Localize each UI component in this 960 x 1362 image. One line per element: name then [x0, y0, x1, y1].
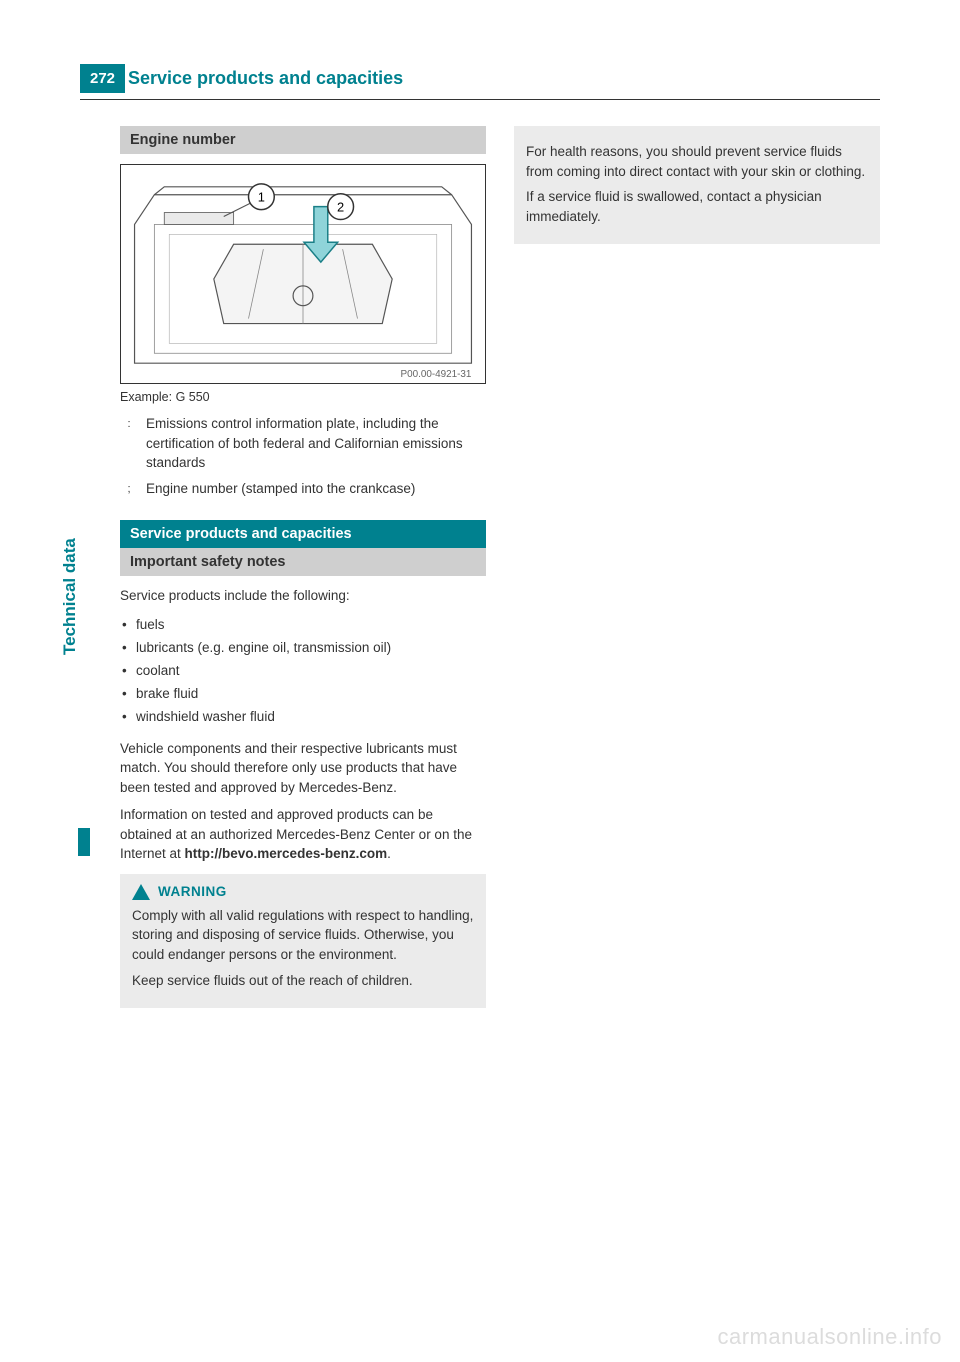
bullet-dot: • — [122, 660, 136, 683]
bullet-dot: • — [122, 683, 136, 706]
bullet-5: •windshield washer fluid — [122, 706, 486, 729]
bullet-2-text: lubricants (e.g. engine oil, transmissio… — [136, 637, 391, 660]
para-info-url: Information on tested and approved produ… — [120, 805, 486, 864]
bullet-4: •brake fluid — [122, 683, 486, 706]
warning-p2: Keep service fluids out of the reach of … — [132, 971, 474, 991]
definition-1-key: : — [120, 415, 138, 433]
engine-diagram: 1 2 P00.00-4921-31 — [120, 164, 486, 384]
para-components: Vehicle components and their respective … — [120, 739, 486, 798]
page-header: 272 Service products and capacities — [80, 60, 880, 100]
bullet-4-text: brake fluid — [136, 683, 198, 706]
right-column: For health reasons, you should prevent s… — [514, 118, 880, 1008]
warning-right-p1: For health reasons, you should prevent s… — [526, 142, 868, 181]
page-title: Service products and capacities — [128, 68, 403, 89]
diagram-ref: P00.00-4921-31 — [401, 369, 472, 380]
bullet-3-text: coolant — [136, 660, 180, 683]
page-number-box: 272 — [80, 64, 125, 93]
warning-header: WARNING — [132, 884, 474, 900]
bullet-dot: • — [122, 614, 136, 637]
bevo-url: http://bevo.mercedes-benz.com — [185, 846, 388, 861]
section-header-service-products: Service products and capacities — [120, 520, 486, 548]
definition-2: ; Engine number (stamped into the crankc… — [120, 479, 486, 499]
bullet-2: •lubricants (e.g. engine oil, transmissi… — [122, 637, 486, 660]
warning-right-p2: If a service fluid is swallowed, contact… — [526, 187, 868, 226]
definition-1-text: Emissions control information plate, inc… — [146, 414, 486, 473]
bullet-1: •fuels — [122, 614, 486, 637]
section-header-engine-number: Engine number — [120, 126, 486, 154]
subsection-header-safety: Important safety notes — [120, 548, 486, 576]
definition-2-key: ; — [120, 480, 138, 498]
definition-1: : Emissions control information plate, i… — [120, 414, 486, 473]
warning-triangle-icon — [132, 884, 150, 900]
bullet-1-text: fuels — [136, 614, 165, 637]
warning-p1: Comply with all valid regulations with r… — [132, 906, 474, 965]
engine-svg: 1 2 P00.00-4921-31 — [121, 165, 485, 383]
left-column: Engine number 1 — [120, 118, 486, 1008]
diagram-caption: Example: G 550 — [120, 390, 486, 404]
callout-2-text: 2 — [337, 200, 344, 215]
bullet-5-text: windshield washer fluid — [136, 706, 275, 729]
bullet-dot: • — [122, 637, 136, 660]
intro-text: Service products include the following: — [120, 586, 486, 606]
warning-box-left: WARNING Comply with all valid regulation… — [120, 874, 486, 1008]
side-tab-marker — [78, 828, 90, 856]
bullet-3: •coolant — [122, 660, 486, 683]
warning-label: WARNING — [158, 884, 227, 899]
definition-2-text: Engine number (stamped into the crankcas… — [146, 479, 486, 499]
para-info-post: . — [387, 846, 391, 861]
side-tab-label: Technical data — [60, 538, 80, 655]
watermark: carmanualsonline.info — [717, 1324, 942, 1350]
callout-1-text: 1 — [258, 190, 265, 205]
bullet-dot: • — [122, 706, 136, 729]
bullet-list: •fuels •lubricants (e.g. engine oil, tra… — [122, 614, 486, 729]
warning-box-right: For health reasons, you should prevent s… — [514, 126, 880, 244]
